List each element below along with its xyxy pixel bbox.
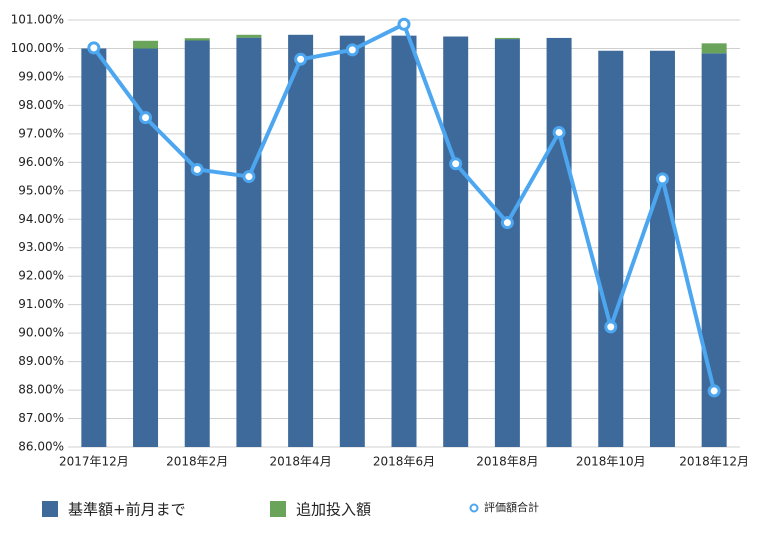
y-tick-label: 93.00% [18,240,64,254]
y-tick-label: 91.00% [18,297,64,311]
line-marker [87,41,101,55]
y-tick-label: 87.00% [18,411,64,425]
bar [236,34,262,38]
y-tick-label: 95.00% [18,183,64,197]
bar [184,38,210,41]
y-tick-label: 90.00% [18,326,64,340]
y-tick-label: 86.00% [18,440,64,454]
x-tick-label: 2018年12月 [679,455,749,469]
y-tick-label: 98.00% [18,98,64,112]
bar [701,53,727,447]
bar [546,37,572,448]
bar [701,43,727,54]
y-tick-label: 94.00% [18,212,64,226]
x-tick-label: 2018年10月 [576,455,646,469]
line-marker [449,157,463,171]
legend-swatch [270,501,286,517]
bar [649,50,675,448]
y-tick-label: 99.00% [18,69,64,83]
y-tick-label: 92.00% [18,269,64,283]
legend-label: 基準額+前月まで [68,501,186,519]
line-marker [500,216,514,230]
x-tick-label: 2018年2月 [166,455,228,469]
line-marker [345,43,359,57]
line-marker [139,111,153,125]
bar [81,48,107,447]
y-tick-label: 96.00% [18,155,64,169]
bar [494,37,520,40]
bar [443,36,469,447]
y-tick-label: 88.00% [18,383,64,397]
x-tick-label: 2018年4月 [270,455,332,469]
line-marker [397,17,411,31]
bar [236,37,262,448]
line-marker [294,52,308,66]
legend-label: 評価額合計 [484,500,539,514]
legend-label: 追加投入額 [296,501,371,519]
bar [494,39,520,448]
x-tick-label: 2017年12月 [59,455,129,469]
legend-swatch [469,503,479,513]
bar [598,50,624,448]
y-tick-label: 100.00% [11,41,64,55]
line-marker [707,384,721,398]
y-tick-label: 97.00% [18,126,64,140]
bar [391,35,417,447]
line-marker [552,125,566,139]
bar [339,35,365,447]
line-marker [190,162,204,176]
bar [288,34,314,447]
line-marker [655,172,669,186]
line-marker [604,320,618,334]
bar [184,40,210,447]
bar [133,40,159,49]
legend-swatch [42,501,58,517]
x-tick-label: 2018年6月 [373,455,435,469]
y-tick-label: 89.00% [18,354,64,368]
y-tick-label: 101.00% [11,13,64,27]
line-marker [242,170,256,184]
x-tick-label: 2018年8月 [476,455,538,469]
